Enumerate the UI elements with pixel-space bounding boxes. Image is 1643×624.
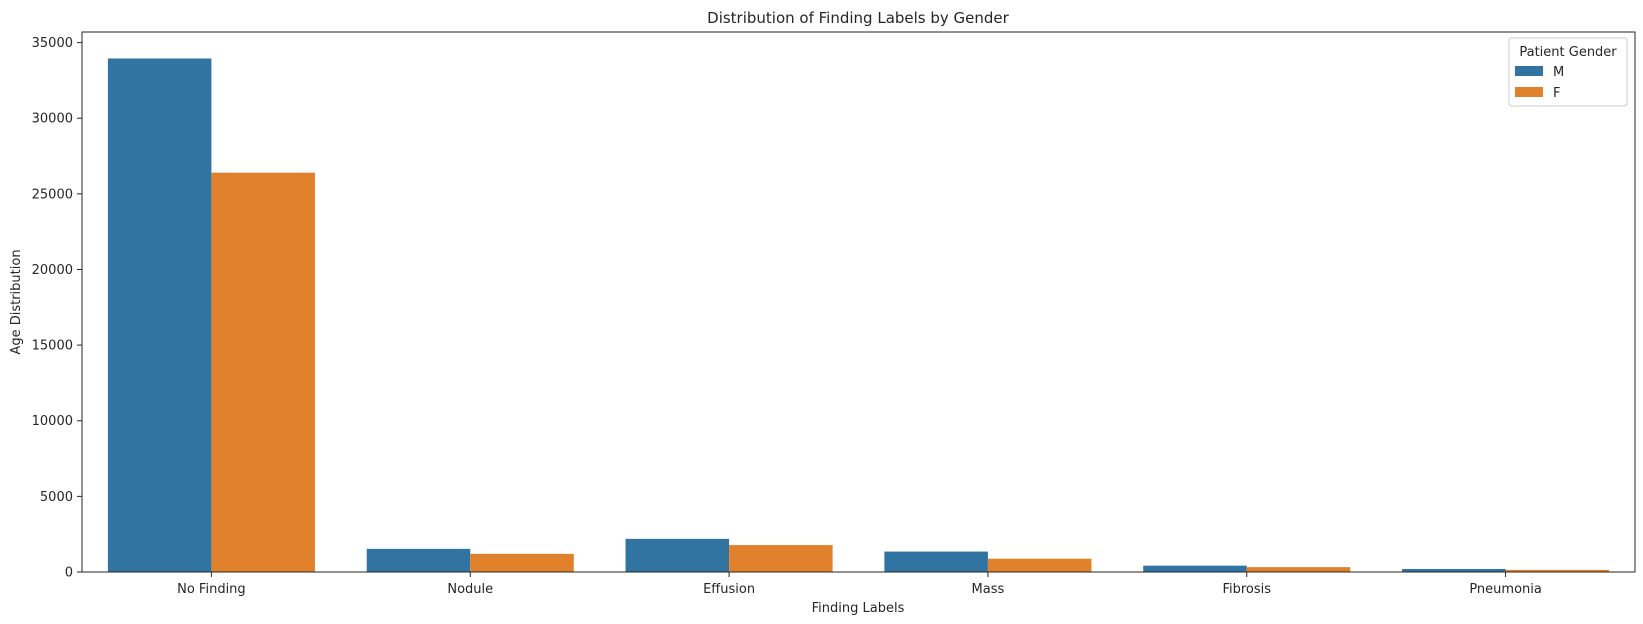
- x-axis-label: Finding Labels: [812, 601, 905, 616]
- legend: Patient Gender M F: [1508, 37, 1628, 107]
- y-tick-label: 10000: [32, 414, 73, 429]
- bar-effusion-m: [625, 538, 730, 572]
- bars-layer: [107, 58, 1610, 573]
- legend-swatch-f: [1515, 87, 1543, 97]
- x-tick-label: Pneumonia: [1469, 582, 1542, 597]
- x-tick-label: Effusion: [703, 582, 755, 597]
- x-tick-label: No Finding: [177, 582, 246, 597]
- legend-label-f: F: [1553, 86, 1560, 101]
- legend-swatch-m: [1515, 66, 1543, 76]
- chart-title: Distribution of Finding Labels by Gender: [707, 9, 1010, 27]
- legend-title: Patient Gender: [1519, 45, 1617, 60]
- bar-pneumonia-m: [1402, 568, 1506, 572]
- bar-effusion-f: [729, 545, 833, 572]
- y-tick-label: 20000: [32, 263, 73, 278]
- legend-label-m: M: [1553, 65, 1564, 80]
- y-tick-label: 35000: [32, 36, 73, 51]
- bar-mass-m: [884, 551, 988, 572]
- y-tick-label: 15000: [32, 339, 73, 354]
- bar-mass-f: [987, 558, 1092, 572]
- bar-no-finding-m: [107, 58, 212, 573]
- bar-fibrosis-f: [1246, 567, 1351, 572]
- y-axis-label: Age Distribution: [9, 249, 24, 354]
- bar-nodule-f: [470, 553, 574, 572]
- x-tick-label: Fibrosis: [1222, 582, 1271, 597]
- bar-pneumonia-f: [1505, 569, 1610, 572]
- y-tick-label: 0: [65, 566, 73, 581]
- plot-frame: [81, 31, 1636, 573]
- y-tick-label: 25000: [32, 187, 73, 202]
- bar-no-finding-f: [211, 172, 315, 573]
- y-tick-label: 30000: [32, 112, 73, 127]
- x-tick-label: Mass: [972, 582, 1005, 597]
- bar-fibrosis-m: [1143, 565, 1247, 572]
- bar-nodule-m: [366, 548, 471, 572]
- y-axis-ticks: 0 5000 10000 15000 20000 25000 30000 35000: [32, 36, 82, 581]
- x-axis-ticks: No Finding Nodule Effusion Mass Fibrosis Pneu…: [177, 572, 1542, 597]
- x-tick-label: Nodule: [447, 582, 493, 597]
- y-tick-label: 5000: [40, 490, 73, 505]
